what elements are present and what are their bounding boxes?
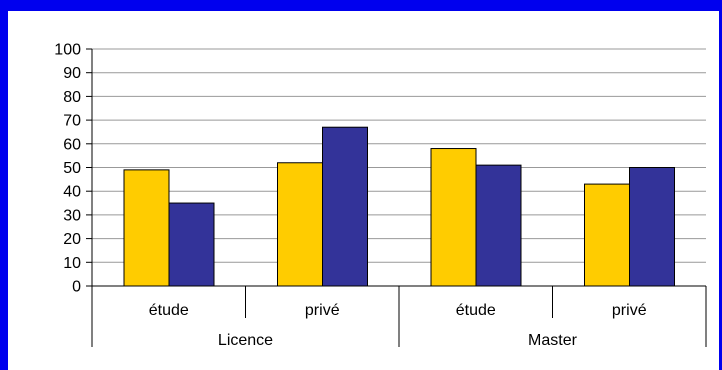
y-tick-label: 10 — [63, 255, 81, 272]
y-tick-label: 80 — [63, 89, 81, 106]
y-tick-label: 50 — [63, 160, 81, 177]
group-label: Licence — [218, 332, 273, 349]
axis-labels: 0 10 20 30 40 50 60 70 80 90 100 étude privé étude pri… — [54, 42, 646, 350]
category-label: étude — [149, 302, 189, 319]
bar — [277, 162, 323, 287]
bar — [168, 202, 215, 287]
y-tick-label: 20 — [63, 231, 81, 248]
bar — [322, 126, 368, 287]
bar — [584, 183, 630, 287]
y-tick-label: 70 — [63, 113, 81, 130]
y-tick-label: 100 — [54, 42, 81, 59]
bar — [430, 148, 477, 287]
category-label: privé — [305, 302, 340, 319]
bars — [123, 126, 675, 287]
y-tick-label: 30 — [63, 207, 81, 224]
bar — [475, 164, 522, 287]
category-label: privé — [612, 302, 647, 319]
y-tick-label: 40 — [63, 184, 81, 201]
group-label: Master — [528, 332, 578, 349]
category-label: étude — [456, 302, 496, 319]
axes — [86, 48, 707, 347]
y-tick-label: 60 — [63, 136, 81, 153]
bar — [123, 169, 170, 287]
y-tick-label: 90 — [63, 65, 81, 82]
y-tick-label: 0 — [72, 279, 81, 296]
bar — [629, 167, 675, 287]
